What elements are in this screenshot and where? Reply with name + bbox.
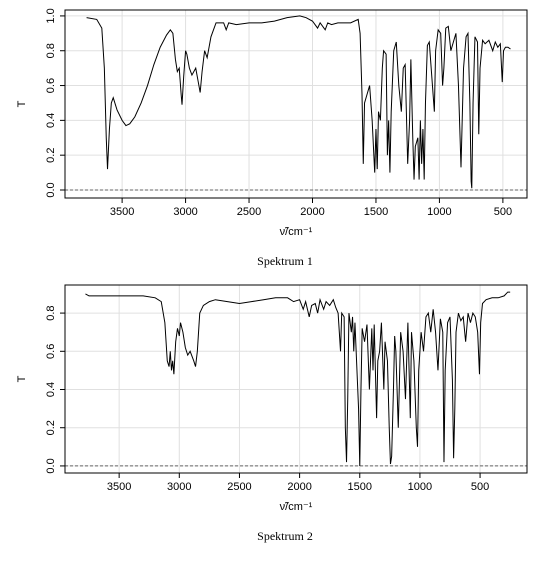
spectrum-line xyxy=(86,15,511,189)
y-tick-label: 0.2 xyxy=(45,420,57,435)
x-tick-label: 3000 xyxy=(167,481,191,493)
x-axis-label: ν̃/cm⁻¹ xyxy=(280,501,313,513)
x-tick-label: 500 xyxy=(471,481,489,493)
x-axis-label: ν̃/cm⁻¹ xyxy=(280,226,313,238)
caption: Spektrum 1 xyxy=(257,254,313,268)
y-tick-label: 1.0 xyxy=(45,8,57,23)
x-tick-label: 2500 xyxy=(237,206,261,218)
x-tick-label: 2000 xyxy=(300,206,324,218)
x-tick-label: 3000 xyxy=(173,206,197,218)
y-tick-label: 0.0 xyxy=(45,458,57,473)
y-tick-label: 0.8 xyxy=(45,305,57,320)
x-tick-label: 500 xyxy=(494,206,512,218)
x-tick-label: 3500 xyxy=(107,481,131,493)
x-tick-label: 1500 xyxy=(348,481,372,493)
x-tick-label: 2500 xyxy=(227,481,251,493)
y-tick-label: 0.4 xyxy=(45,113,57,128)
y-tick-label: 0.6 xyxy=(45,78,57,93)
y-tick-label: 0.4 xyxy=(45,382,57,397)
x-tick-label: 1500 xyxy=(364,206,388,218)
spectrum-line xyxy=(85,291,511,466)
y-tick-label: 0.2 xyxy=(45,148,57,163)
x-tick-label: 3500 xyxy=(110,206,134,218)
y-tick-label: 0.6 xyxy=(45,344,57,359)
y-axis-label: T xyxy=(16,375,28,382)
x-tick-label: 2000 xyxy=(287,481,311,493)
plot-frame xyxy=(64,9,528,199)
y-axis-label: T xyxy=(16,100,28,107)
caption: Spektrum 2 xyxy=(257,529,313,543)
y-tick-label: 0.8 xyxy=(45,43,57,58)
x-tick-label: 1000 xyxy=(408,481,432,493)
x-tick-label: 1000 xyxy=(427,206,451,218)
y-tick-label: 0.0 xyxy=(45,182,57,197)
plot-frame xyxy=(64,284,528,474)
